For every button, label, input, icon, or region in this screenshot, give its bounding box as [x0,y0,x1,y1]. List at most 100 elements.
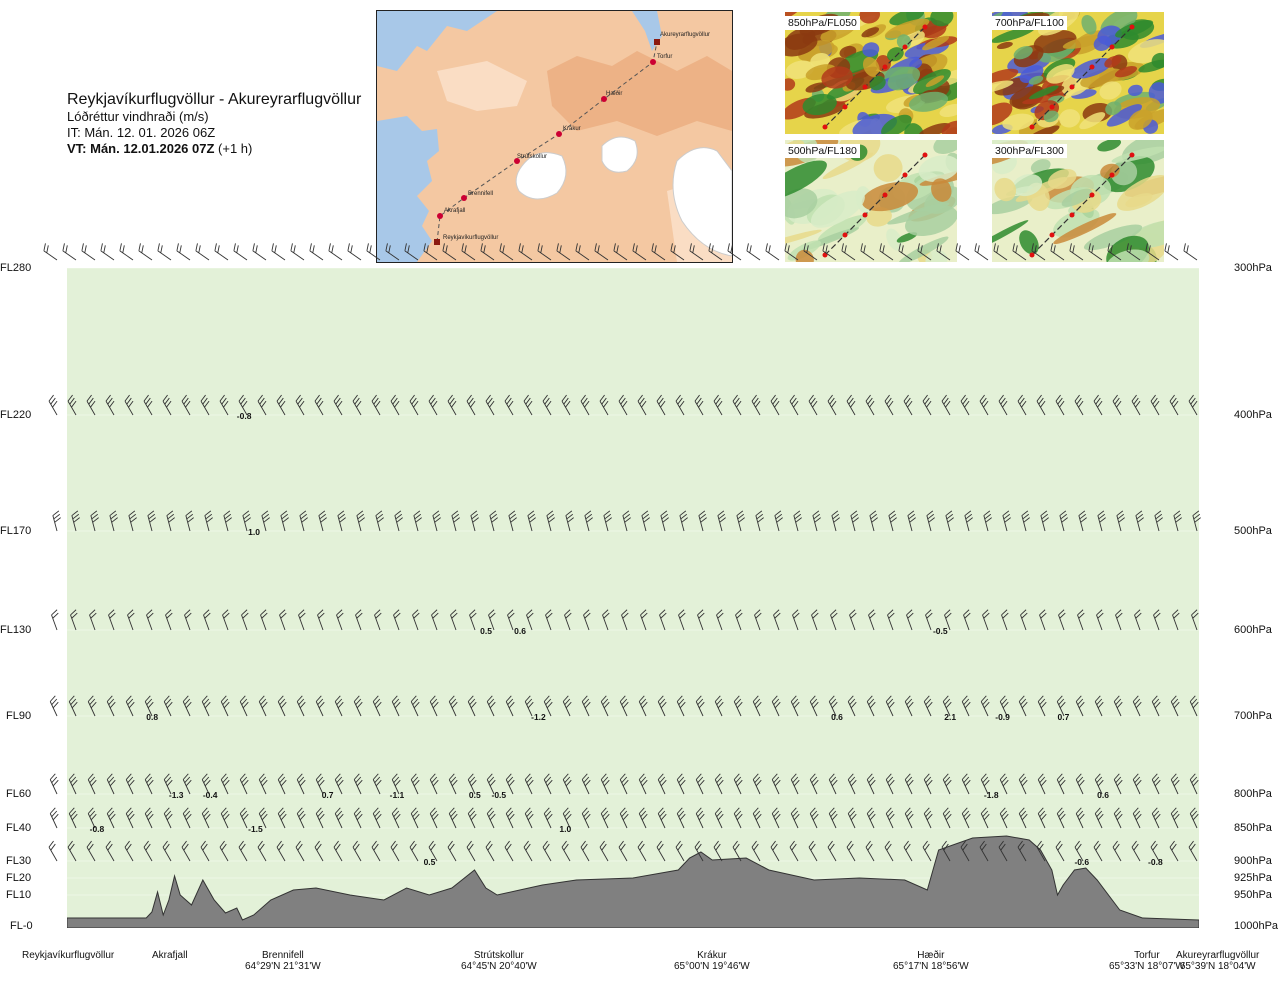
wind-barb [1018,773,1028,795]
wind-barb [143,394,153,416]
waypoint-marker-strutskollur [514,158,520,164]
wind-barb [1169,394,1179,416]
thumb-field-blob [881,114,912,134]
wind-barb [409,394,419,416]
thumb-field-blob [941,120,957,134]
thumb-waypoint [882,192,888,198]
thumb-field-blob [1097,140,1122,152]
thumb-field-blob [992,220,1029,252]
wind-barb [372,695,382,717]
wind-barb [157,243,172,261]
wind-barb [1036,394,1046,416]
thumbnail-300hpa[interactable]: 300hPa/FL300 [992,140,1164,262]
wind-barb [239,773,249,795]
wind-barb [428,394,438,416]
station-strutskollur: Strútskollur 64°45'N 20°40'W [461,950,537,972]
wind-barb [846,840,856,862]
value-label: -0.9 [995,712,1010,722]
y-label-right: 925hPa [1234,872,1272,884]
thumb-field-blob [996,41,1013,50]
wind-barb [960,840,970,862]
thumb-field-blob [909,58,923,70]
wind-barb [447,394,457,416]
wind-barb [828,695,838,717]
wind-barb [562,807,572,829]
wind-barb [412,609,420,631]
y-label-left: FL20 [6,872,32,884]
wind-barb [1088,243,1103,261]
thumb-field-blob [1030,159,1051,174]
wind-barb [49,773,59,795]
wind-barb [581,807,591,829]
wind-barb [49,695,59,717]
thumb-field-blob [1099,81,1122,100]
wind-barb [504,840,514,862]
wind-barb [904,695,914,717]
wind-barb [518,243,533,261]
wind-barb [773,609,781,631]
wind-barb [309,243,324,261]
wind-barb [353,695,363,717]
thumb-waypoint [1129,152,1135,158]
sea-north [377,11,497,71]
wind-barb [62,243,77,261]
wind-barb [789,840,799,862]
wind-barb [676,807,686,829]
wind-barb [964,510,973,532]
station-coord: 64°45'N 20°40'W [461,961,537,972]
wind-barb [811,609,819,631]
waypoint-marker-brennifell [461,195,467,201]
thumb-waypoint [1069,84,1075,90]
wind-barb [1116,510,1125,532]
value-label: -1.3 [169,790,184,800]
wind-barb [584,510,593,532]
wind-barb [505,695,515,717]
map-label-akrafjall: Akrafjall [444,208,465,214]
wind-barb [831,510,840,532]
wind-barb [315,807,325,829]
thumb-waypoint [1029,252,1035,258]
station-brennifell: Brennifell 64°29'N 21°31'W [245,950,321,972]
wind-barb [917,243,932,261]
title-block: Reykjavíkurflugvöllur - Akureyrarflugvöl… [67,90,377,157]
waypoint-marker-torfur [650,59,656,65]
wind-barb [138,243,153,261]
wind-barb [106,773,116,795]
wind-barb [600,773,610,795]
thumb-field-blob [821,66,853,89]
waypoint-marker-akrafjall [437,213,443,219]
wind-barb [163,695,173,717]
wind-barb [162,840,172,862]
wind-barb [922,840,932,862]
wind-barb [315,773,325,795]
thumbnail-700hpa[interactable]: 700hPa/FL100 [992,12,1164,134]
wind-barb [258,807,268,829]
thumbnail-850hpa[interactable]: 850hPa/FL050 [785,12,957,134]
wind-barb [295,840,305,862]
wind-barb [271,243,286,261]
wind-barb [1151,695,1161,717]
route-map: Akureyrarflugvöllur Torfur Hæðir Krákur … [376,10,733,263]
wind-barb [450,609,458,631]
thumb-field-blob [889,12,925,26]
wind-barb [1188,394,1198,416]
wind-barb [638,695,648,717]
station-name: Akureyrarflugvöllur [1176,950,1260,961]
thumb-field-blob [1081,14,1097,35]
thumb-field-blob [1062,34,1108,49]
wind-barb [1056,807,1066,829]
wind-barb [581,695,591,717]
wind-barb [371,394,381,416]
wind-barb [488,609,496,631]
wind-barb [803,243,818,261]
wind-barb [809,695,819,717]
wind-barb [1112,840,1122,862]
wind-barb [1113,773,1123,795]
wind-barb [1018,695,1028,717]
wind-barb [942,773,952,795]
wind-barb [641,510,650,532]
wind-barb [866,773,876,795]
wind-barb [695,695,705,717]
thumbnail-500hpa[interactable]: 500hPa/FL180 [785,140,957,262]
wind-barb [561,394,571,416]
